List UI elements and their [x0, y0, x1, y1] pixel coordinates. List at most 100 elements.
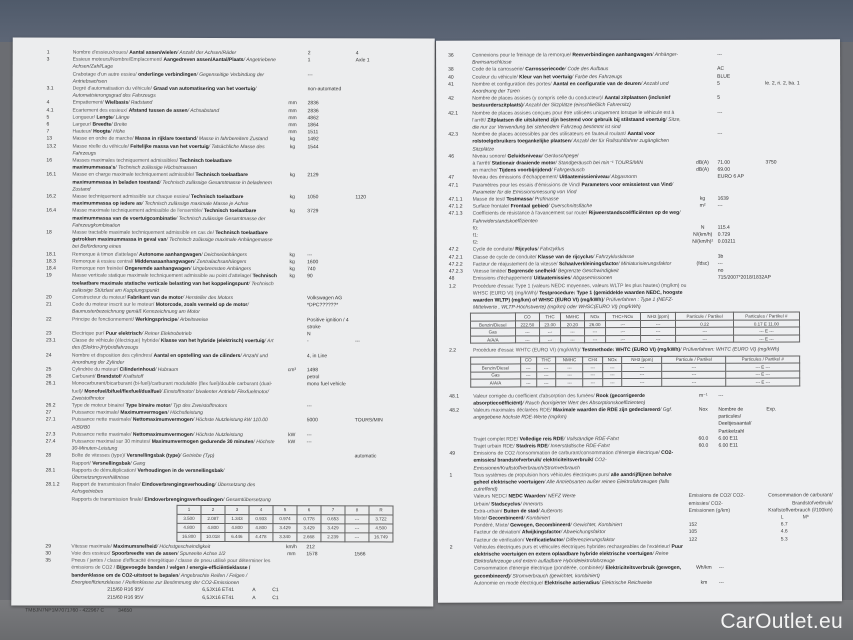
text-fr: Vitesse maximale/ [71, 543, 114, 550]
text-fr: Masse en ordre de marche/ [72, 136, 136, 143]
text-de: / Abgasemissionen [570, 275, 613, 282]
item-unit [277, 230, 307, 252]
text-fr: Emissions de CO2 /consommation de carbur… [473, 450, 662, 457]
table-cell: --- [515, 335, 540, 344]
item-value: --- [306, 431, 312, 438]
item-unit: km/h [285, 543, 297, 550]
item-unit: mm [288, 107, 297, 114]
item-unit: kg [289, 259, 295, 266]
text-fr: Rapport/ [71, 460, 93, 467]
item-description: Nombre de places accessibles par des uti… [472, 131, 687, 153]
spec-row: 16.4 Masse maximale techniquement admissi… [12, 208, 434, 231]
text-de: / Anzahl der Achsen/Räder [176, 49, 237, 57]
item-number [13, 71, 73, 86]
item-unit [687, 109, 717, 131]
item-unit: N/(km/h)² [692, 239, 714, 246]
item-unit [277, 454, 307, 461]
gear-cell: 4.500 [368, 523, 393, 533]
fuel-value: 5.3 [780, 536, 788, 543]
emissions-table: CO THC NMHC NOx THC+NOx NH3 [ppm] Particule / … [470, 312, 800, 344]
text-nl: Parameters voor emissietest van Vind [581, 181, 672, 188]
text-fr: Masse de test/ [472, 196, 507, 203]
item-value: petrol [306, 374, 320, 381]
table-header: NH3 [ppm] [622, 355, 662, 364]
gear-cell: 4.478 [248, 532, 273, 542]
text-fr: f0: [472, 225, 479, 232]
spec-row: 26.1 Monocarburant/bicarburant (bi-fuel)/… [12, 381, 434, 404]
text-de: / Reiner Elektrobetrieb [141, 330, 192, 337]
item-number: 40 [448, 74, 454, 81]
text-de: / Masse in fahrbereitem Zustand [196, 136, 268, 143]
text-nl: Verhoudingen in de versnellingsbak [137, 467, 224, 474]
gear-cell: 4.800 [248, 523, 273, 533]
spec-row: 1 Tous systèmes de propulsion hors véhicu… [438, 471, 842, 494]
item-value: --- [718, 565, 724, 572]
item-unit [277, 158, 307, 172]
item-number: 28.1.2 [45, 481, 60, 488]
right-page: 36 Connexions pour le freinage de la remo… [436, 39, 842, 603]
table-cell: 23.00 [539, 320, 561, 329]
gear-cell: 6.446 [224, 532, 249, 542]
table-cell: A/A/A [470, 335, 516, 344]
text-de: / Technisch zulässige Höchstmassen [115, 164, 198, 172]
item-value: 4, in Line [306, 352, 328, 359]
item-description: Degré d'automatisation du véhicule/ Graa… [73, 86, 278, 101]
item-unit: m² [699, 203, 706, 210]
spec-row: 27.4 Puissance maximal sur 30 minutes/ Ma… [12, 438, 434, 454]
item-number: 22 [45, 316, 52, 323]
text-fr: Rapport de transmission finale/ [71, 481, 142, 488]
item-number: 36 [448, 52, 454, 59]
gear-cell: 10.018 [200, 532, 225, 542]
item-number: 47.2.2 [448, 261, 463, 268]
co2-block: Emissions de CO2/ CO2-emissies/ CO2-Emis… [689, 493, 839, 544]
item-number: 13.2 [46, 143, 57, 150]
table-header [470, 356, 521, 365]
item-unit: kg [289, 172, 296, 179]
text-nl: Breedte [92, 121, 112, 128]
gear-cell: 2.239 [320, 532, 345, 542]
item-value [307, 410, 355, 417]
spec-row: 42 Nombre de places assises (y compris ce… [436, 95, 840, 111]
fuel-value: 4.6 [780, 528, 788, 535]
item-unit [278, 72, 308, 86]
spec-row: 47.1 Paramètres pour les essais d'émissio… [437, 181, 841, 197]
gear-header: 1 [176, 505, 202, 515]
item-unit: kg [289, 266, 295, 273]
item-value-2 [765, 95, 840, 110]
table-cell: 20.20 [560, 320, 585, 329]
item-unit: kW [288, 431, 296, 438]
text-de: / Fahrzyklusklasse [592, 253, 635, 260]
table-cell: 26.00 [584, 320, 606, 329]
gear-cell: 0.933 [248, 514, 273, 524]
item-number: 26.1 [45, 380, 56, 387]
item-value [307, 158, 355, 173]
text-nl: Zitplaatsen die uitsluitend zijn bestemd… [487, 116, 666, 124]
item-unit [278, 57, 308, 71]
item-number: 42.1 [448, 110, 459, 117]
text-nl: Maximale waarden die RDE zijn gedeclaree… [552, 406, 660, 414]
item-value-2 [765, 51, 840, 66]
gear-cell: --- [344, 532, 369, 542]
item-number: 47.2.3 [448, 268, 463, 275]
spec-row: 35 Pneus / jantes / classe d'efficacité é… [11, 558, 433, 588]
item-value: 2 [307, 50, 311, 57]
item-description: Principe de fonctionnement/ Werkingsprin… [72, 316, 277, 331]
item-value: 90 [307, 273, 313, 280]
text-fr: Nombre de places accessibles par des uti… [472, 131, 628, 138]
table-cell: --- [556, 363, 584, 372]
text-nl: Aantal assen/wielen [129, 49, 177, 56]
tyre-rim: 6,5JX16 ET41 [202, 594, 234, 601]
item-number: 49 [449, 450, 456, 457]
item-number: 23.1 [45, 337, 56, 344]
item-value-2 [355, 173, 434, 195]
text-nl: Afwijkingsfactor [521, 529, 561, 536]
text-fr: Remorque à timon d'attelage/ [72, 251, 140, 258]
text-fr: Nombre et disposition des cylindres/ [71, 352, 154, 359]
item-unit [277, 403, 307, 410]
item-unit [688, 181, 718, 196]
text-de: / Kombiniert [523, 515, 551, 522]
item-number [436, 168, 472, 175]
table-header: CO [515, 313, 540, 321]
item-unit: m⁻¹ [698, 392, 708, 399]
text-de: / Stromverbrauch (gewichtet, kombiniert) [509, 572, 600, 580]
